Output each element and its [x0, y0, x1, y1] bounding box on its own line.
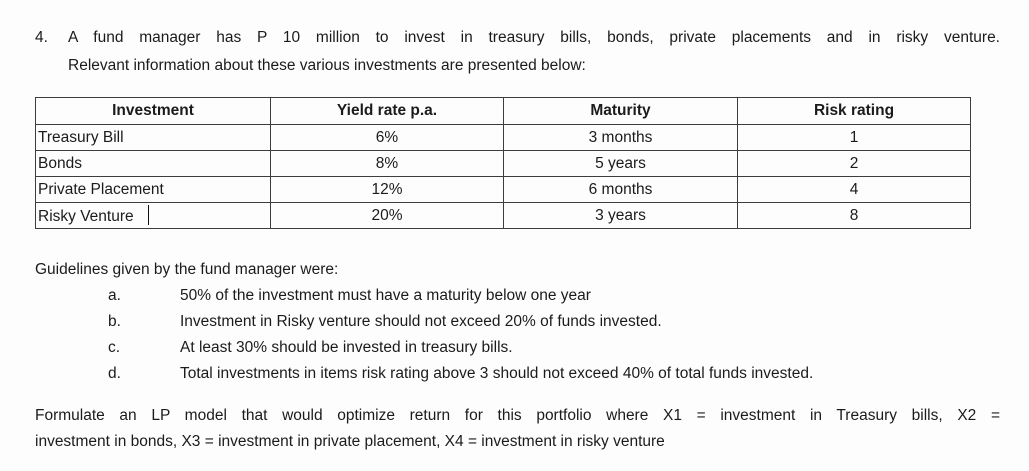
- table-cell-maturity: 5 years: [503, 150, 738, 177]
- guideline-item-c: c. At least 30% should be invested in tr…: [35, 335, 1000, 361]
- column-header-investment: Investment: [35, 97, 271, 125]
- problem-statement-line-2: Relevant information about these various…: [68, 56, 586, 74]
- problem-number: 4.: [35, 29, 48, 46]
- table-cell-yield: 20%: [270, 202, 504, 229]
- table-cell-maturity: 3 months: [503, 124, 738, 151]
- table-cell-yield: 12%: [270, 176, 504, 203]
- guideline-text: 50% of the investment must have a maturi…: [180, 287, 591, 304]
- table-row: Treasury Bill 6% 3 months 1: [35, 124, 971, 151]
- table-cell-risk: 8: [737, 202, 971, 229]
- table-cell-maturity: 3 years: [503, 202, 738, 229]
- table-cell-investment-label: Risky Venture: [38, 208, 134, 225]
- guideline-item-d: d. Total investments in items risk ratin…: [35, 361, 1000, 387]
- column-header-risk-rating: Risk rating: [737, 97, 971, 125]
- column-header-yield-rate: Yield rate p.a.: [270, 97, 504, 125]
- table-row: Private Placement 12% 6 months 4: [35, 176, 971, 203]
- guideline-letter: d.: [108, 365, 121, 382]
- table-cell-yield: 6%: [270, 124, 504, 151]
- guideline-text: At least 30% should be invested in treas…: [180, 339, 513, 356]
- investments-table: Investment Yield rate p.a. Maturity Risk…: [35, 97, 971, 229]
- task-instruction-line-2: investment in bonds, X3 = investment in …: [35, 433, 665, 450]
- problem-statement: 4. A fund manager has P 10 million to in…: [35, 24, 1000, 79]
- table-cell-investment: Treasury Bill: [35, 124, 271, 151]
- table-cell-maturity: 6 months: [503, 176, 738, 203]
- table-cell-investment: Private Placement: [35, 176, 271, 203]
- table-cell-investment-with-caret[interactable]: Risky Venture: [35, 202, 271, 229]
- task-instruction-line-1: Formulate an LP model that would optimiz…: [35, 407, 1000, 424]
- guideline-text: Investment in Risky venture should not e…: [180, 313, 662, 330]
- guidelines-section: Guidelines given by the fund manager wer…: [35, 257, 1000, 387]
- table-cell-investment: Bonds: [35, 150, 271, 177]
- guidelines-intro: Guidelines given by the fund manager wer…: [35, 261, 339, 278]
- table-row: Risky Venture 20% 3 years 8: [35, 202, 971, 229]
- column-header-maturity: Maturity: [503, 97, 738, 125]
- table-header-row: Investment Yield rate p.a. Maturity Risk…: [35, 97, 971, 125]
- guideline-letter: a.: [108, 287, 121, 304]
- guideline-text: Total investments in items risk rating a…: [180, 365, 814, 382]
- guideline-item-b: b. Investment in Risky venture should no…: [35, 309, 1000, 335]
- table-row: Bonds 8% 5 years 2: [35, 150, 971, 177]
- problem-statement-line-1: A fund manager has P 10 million to inves…: [68, 29, 1000, 46]
- table-cell-risk: 4: [737, 176, 971, 203]
- task-instruction: Formulate an LP model that would optimiz…: [35, 403, 1000, 455]
- guideline-letter: c.: [108, 339, 121, 356]
- guideline-letter: b.: [108, 313, 121, 330]
- guideline-item-a: a. 50% of the investment must have a mat…: [35, 283, 1000, 309]
- table-cell-yield: 8%: [270, 150, 504, 177]
- table-cell-risk: 1: [737, 124, 971, 151]
- problem-statement-text: A fund manager has P 10 million to inves…: [68, 24, 1000, 79]
- table-cell-risk: 2: [737, 150, 971, 177]
- text-cursor: [147, 205, 150, 225]
